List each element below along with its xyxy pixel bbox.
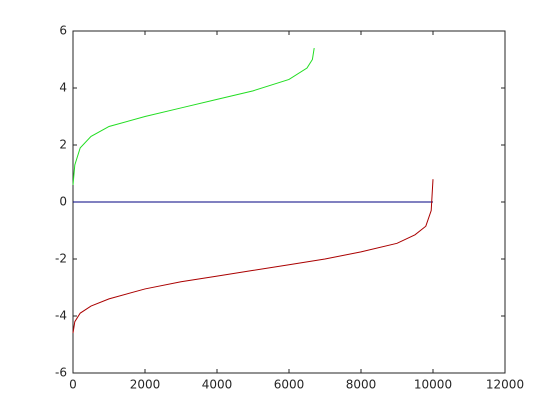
x-tick-label: 0	[69, 378, 77, 392]
x-tick-label: 10000	[414, 378, 452, 392]
y-tick-label: 4	[59, 81, 67, 95]
data-line	[72, 179, 434, 334]
x-tick-label: 12000	[486, 378, 524, 392]
x-tick-label: 4000	[202, 378, 233, 392]
y-tick-label: 6	[59, 24, 67, 38]
y-tick-label: 0	[59, 195, 67, 209]
y-tick-label: -2	[55, 252, 67, 266]
y-tick-label: -4	[55, 309, 67, 323]
x-tick-label: 2000	[130, 378, 161, 392]
y-tick-label: -6	[55, 366, 67, 380]
y-tick-label: 2	[59, 138, 67, 152]
x-tick-label: 8000	[346, 378, 377, 392]
data-line	[72, 48, 315, 185]
x-tick-label: 6000	[274, 378, 305, 392]
